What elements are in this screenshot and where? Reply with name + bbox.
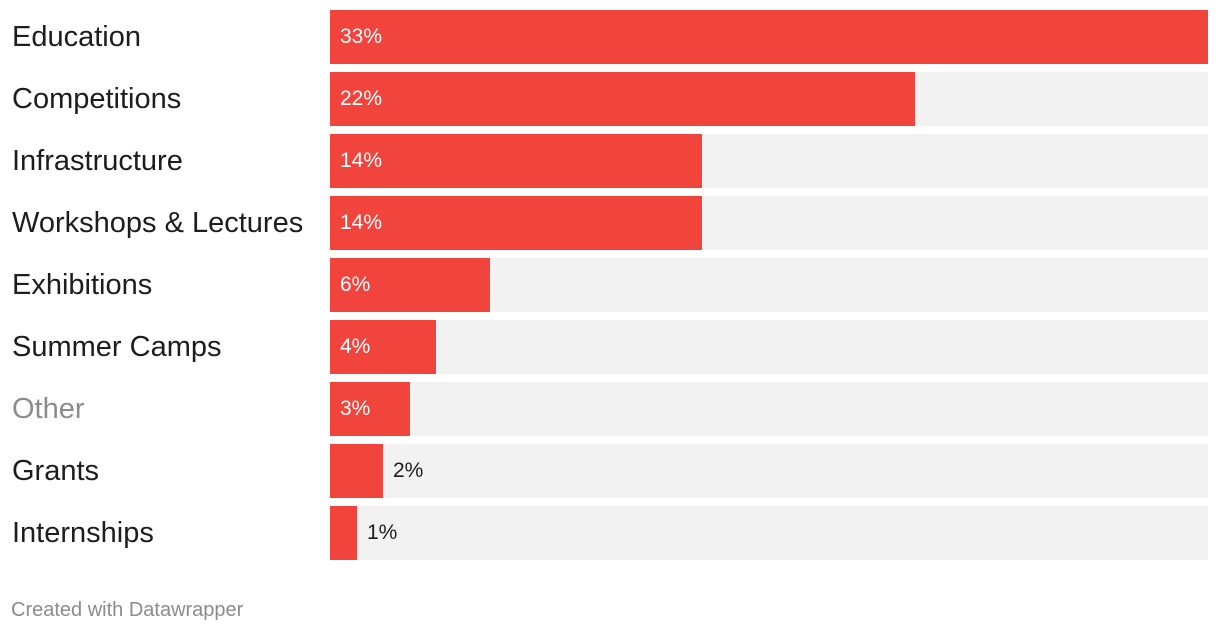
bar-row: Exhibitions 6%: [0, 258, 1220, 312]
category-label: Grants: [12, 455, 100, 487]
category-label: Summer Camps: [12, 331, 222, 363]
bar-track: 6%: [330, 258, 1208, 312]
bar-row: Infrastructure 14%: [0, 134, 1220, 188]
category-label: Internships: [12, 517, 154, 549]
bar-track: 33%: [330, 10, 1208, 64]
value-label: 1%: [367, 521, 398, 544]
value-label: 14%: [340, 149, 383, 172]
category-label: Infrastructure: [12, 145, 183, 177]
category-label: Exhibitions: [12, 269, 153, 301]
bar: [330, 196, 702, 250]
value-label: 3%: [340, 397, 371, 420]
value-label: 6%: [340, 273, 371, 296]
bar-track: 14%: [330, 134, 1208, 188]
credit-footer: Created with Datawrapper: [11, 599, 244, 621]
bar-row: Summer Camps 4%: [0, 320, 1220, 374]
bar-row: Education 33%: [0, 10, 1220, 64]
bar-row: Other 3%: [0, 382, 1220, 436]
bar-row: Internships 1%: [0, 506, 1220, 560]
bar: [330, 382, 410, 436]
category-label: Competitions: [12, 83, 182, 115]
bar-track: 3%: [330, 382, 1208, 436]
value-label: 2%: [393, 459, 424, 482]
bar-track: 22%: [330, 72, 1208, 126]
category-label: Other: [12, 393, 85, 425]
bar-track: 14%: [330, 196, 1208, 250]
category-label: Workshops & Lectures: [12, 207, 304, 239]
value-label: 33%: [340, 25, 383, 48]
bar-track: 2%: [330, 444, 1208, 498]
value-label: 22%: [340, 87, 383, 110]
bar: [330, 72, 915, 126]
bar-row: Workshops & Lectures 14%: [0, 196, 1220, 250]
bar-track: 1%: [330, 506, 1208, 560]
bar-row: Grants 2%: [0, 444, 1220, 498]
bar: [330, 258, 490, 312]
bar-track: 4%: [330, 320, 1208, 374]
value-label: 14%: [340, 211, 383, 234]
bar: [330, 320, 436, 374]
bar: [330, 10, 1208, 64]
bar: [330, 506, 357, 560]
bar: [330, 134, 702, 188]
bar-row: Competitions 22%: [0, 72, 1220, 126]
bar: [330, 444, 383, 498]
category-label: Education: [12, 21, 141, 53]
value-label: 4%: [340, 335, 371, 358]
